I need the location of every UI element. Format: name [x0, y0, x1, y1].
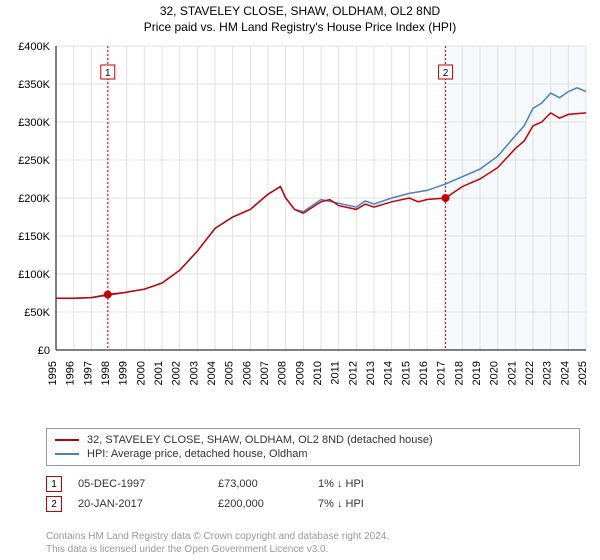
chart-area: £0 £50K £100K £150K £200K £250K £300K £350K £400… — [10, 40, 590, 420]
chart-title-block: 32, STAVELEY CLOSE, SHAW, OLDHAM, OL2 8N… — [0, 0, 600, 34]
x-axis-label: 2009 — [294, 361, 306, 385]
x-axis-label: 2008 — [277, 361, 289, 385]
legend-swatch — [55, 453, 79, 455]
x-axis-label: 1996 — [65, 361, 77, 385]
x-axis-label: 2011 — [330, 361, 342, 385]
sales-date: 20-JAN-2017 — [78, 498, 218, 510]
x-axis-label: 1995 — [47, 361, 59, 385]
y-axis-label: £400K — [18, 41, 50, 53]
sales-table: 1 05-DEC-1997£73,0001% ↓ HPI 2 20-JAN-2017£… — [46, 474, 580, 514]
sales-marker-badge: 1 — [46, 476, 62, 492]
y-axis-label: £100K — [18, 269, 50, 281]
x-axis-label: 2019 — [471, 361, 483, 385]
x-axis-label: 2014 — [383, 361, 395, 385]
y-axis-label: £0 — [38, 345, 50, 357]
sales-row: 1 05-DEC-1997£73,0001% ↓ HPI — [46, 474, 580, 494]
sale-marker-number: 2 — [443, 68, 449, 79]
sales-marker-badge: 2 — [46, 496, 62, 512]
footer-line2: This data is licensed under the Open Gov… — [46, 543, 389, 556]
legend-and-sales: 32, STAVELEY CLOSE, SHAW, OLDHAM, OL2 8N… — [46, 428, 580, 514]
x-axis-label: 2022 — [524, 361, 536, 385]
sale-point — [442, 194, 450, 202]
x-axis-label: 2016 — [418, 361, 430, 385]
x-axis-label: 2006 — [241, 361, 253, 385]
x-axis-label: 2025 — [577, 361, 589, 385]
chart-title-address: 32, STAVELEY CLOSE, SHAW, OLDHAM, OL2 8N… — [0, 4, 600, 18]
y-axis-label: £50K — [24, 307, 50, 319]
legend-label: HPI: Average price, detached house, Oldh… — [87, 448, 308, 460]
x-axis-label: 2005 — [224, 361, 236, 385]
x-axis-label: 2000 — [135, 361, 147, 385]
x-axis-label: 2024 — [559, 361, 571, 385]
sales-row: 2 20-JAN-2017£200,0007% ↓ HPI — [46, 494, 580, 514]
legend-item: HPI: Average price, detached house, Oldh… — [55, 447, 571, 461]
x-axis-label: 2021 — [506, 361, 518, 385]
y-axis-label: £250K — [18, 155, 50, 167]
legend-item: 32, STAVELEY CLOSE, SHAW, OLDHAM, OL2 8N… — [55, 433, 571, 447]
sales-date: 05-DEC-1997 — [78, 478, 218, 490]
x-axis-label: 1999 — [118, 361, 130, 385]
sale-point — [104, 291, 112, 299]
y-axis-label: £350K — [18, 79, 50, 91]
sales-price: £73,000 — [218, 478, 318, 490]
x-axis-label: 2017 — [436, 361, 448, 385]
legend-swatch — [55, 439, 79, 441]
x-axis-label: 2012 — [347, 361, 359, 385]
chart-title-subtitle: Price paid vs. HM Land Registry's House … — [0, 20, 600, 34]
x-axis-label: 2003 — [188, 361, 200, 385]
legend: 32, STAVELEY CLOSE, SHAW, OLDHAM, OL2 8N… — [46, 428, 580, 466]
x-axis-label: 2018 — [453, 361, 465, 385]
y-axis-label: £150K — [18, 231, 50, 243]
sale-marker-number: 1 — [105, 68, 111, 79]
legend-label: 32, STAVELEY CLOSE, SHAW, OLDHAM, OL2 8N… — [87, 434, 433, 446]
sales-pct: 1% ↓ HPI — [318, 478, 438, 490]
x-axis-label: 2002 — [171, 361, 183, 385]
x-axis-label: 1998 — [100, 361, 112, 385]
x-axis-label: 2023 — [542, 361, 554, 385]
x-axis-label: 2013 — [365, 361, 377, 385]
y-axis-label: £300K — [18, 117, 50, 129]
x-axis-label: 2001 — [153, 361, 165, 385]
x-axis-label: 2004 — [206, 361, 218, 385]
y-axis-label: £200K — [18, 193, 50, 205]
x-axis-label: 2010 — [312, 361, 324, 385]
sales-price: £200,000 — [218, 498, 318, 510]
x-axis-label: 1997 — [82, 361, 94, 385]
sales-pct: 7% ↓ HPI — [318, 498, 438, 510]
footer-attribution: Contains HM Land Registry data © Crown c… — [46, 530, 389, 556]
footer-line1: Contains HM Land Registry data © Crown c… — [46, 530, 389, 543]
x-axis-label: 2020 — [489, 361, 501, 385]
x-axis-label: 2007 — [259, 361, 271, 385]
x-axis-label: 2015 — [400, 361, 412, 385]
